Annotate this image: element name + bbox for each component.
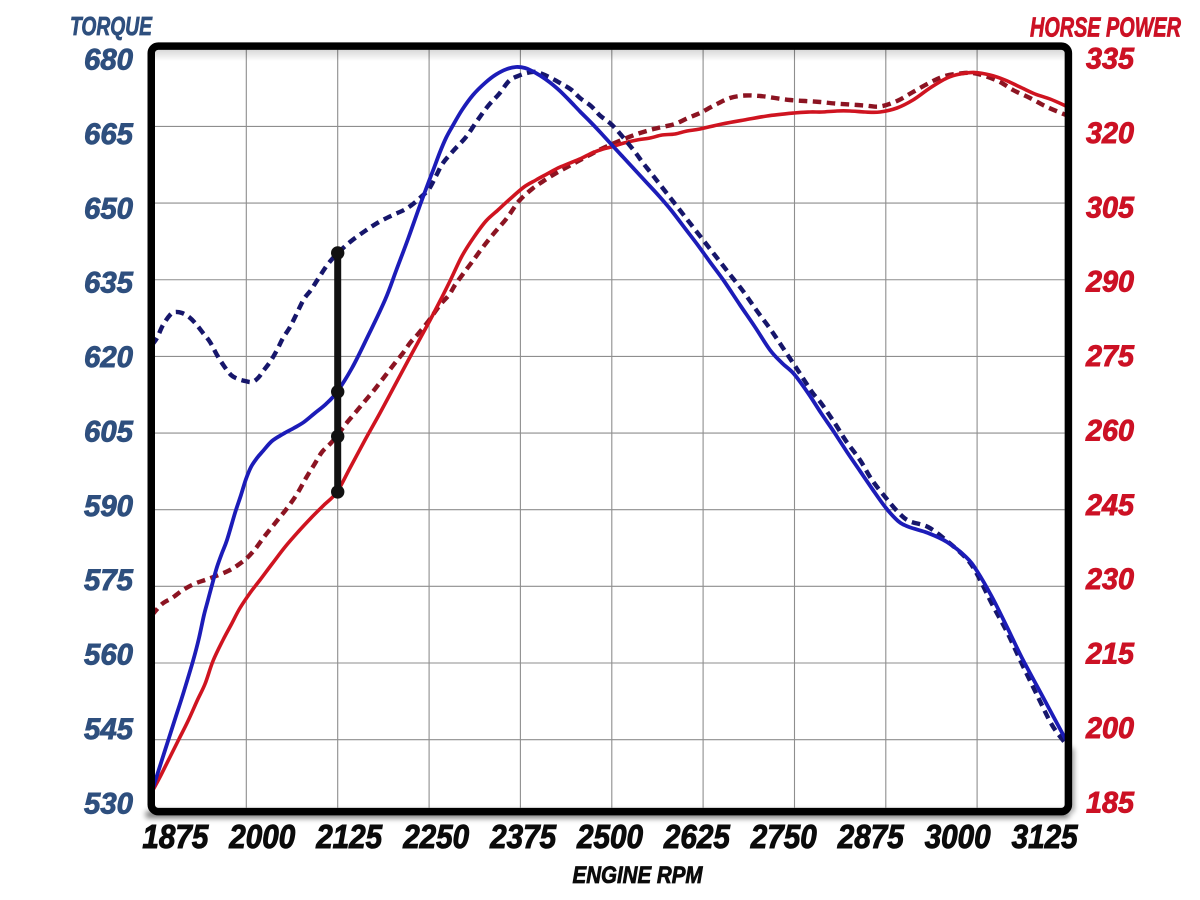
svg-text:HORSE POWER: HORSE POWER	[1030, 12, 1182, 43]
svg-text:2750: 2750	[750, 818, 817, 855]
svg-text:620: 620	[84, 341, 133, 374]
svg-text:245: 245	[1085, 489, 1135, 522]
svg-text:2875: 2875	[837, 818, 904, 855]
svg-text:590: 590	[84, 490, 133, 523]
svg-text:605: 605	[84, 415, 134, 448]
svg-text:3000: 3000	[925, 818, 992, 855]
svg-text:2500: 2500	[576, 818, 643, 855]
svg-text:230: 230	[1085, 563, 1134, 596]
svg-text:680: 680	[84, 44, 133, 77]
svg-text:650: 650	[84, 192, 133, 225]
svg-text:200: 200	[1085, 712, 1134, 745]
svg-text:2250: 2250	[402, 818, 469, 855]
svg-text:335: 335	[1086, 43, 1135, 76]
svg-text:320: 320	[1086, 117, 1134, 150]
svg-text:545: 545	[84, 713, 134, 746]
svg-text:2000: 2000	[228, 818, 295, 855]
svg-text:1875: 1875	[142, 818, 209, 855]
svg-text:ENGINE RPM: ENGINE RPM	[573, 862, 704, 889]
svg-text:575: 575	[84, 564, 134, 597]
svg-text:2375: 2375	[489, 818, 556, 855]
svg-text:260: 260	[1085, 414, 1134, 447]
svg-text:215: 215	[1085, 638, 1135, 671]
svg-text:TORQUE: TORQUE	[70, 11, 152, 41]
svg-text:185: 185	[1086, 786, 1135, 819]
svg-text:530: 530	[84, 787, 133, 820]
svg-text:560: 560	[84, 639, 133, 672]
svg-text:275: 275	[1085, 340, 1135, 373]
svg-text:3125: 3125	[1012, 818, 1079, 855]
svg-text:635: 635	[84, 267, 134, 300]
svg-text:2125: 2125	[315, 818, 382, 855]
svg-text:2625: 2625	[663, 818, 730, 855]
svg-text:305: 305	[1086, 191, 1135, 224]
svg-text:290: 290	[1085, 266, 1134, 299]
svg-text:665: 665	[84, 118, 134, 151]
